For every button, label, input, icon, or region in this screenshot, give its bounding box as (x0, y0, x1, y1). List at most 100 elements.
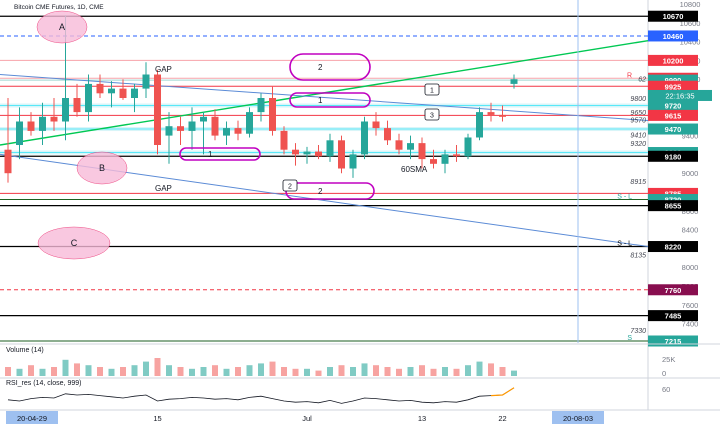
price-level-value: 9720 (665, 102, 682, 111)
support-band (0, 103, 648, 108)
price-level-value: 9925 (665, 82, 682, 91)
time-tick: 15 (153, 414, 161, 423)
level-tag: S (627, 335, 632, 342)
volume-title: Volume (14) (6, 347, 44, 354)
candle (303, 146, 311, 164)
candle (119, 79, 127, 100)
price-axis-bg (648, 0, 720, 425)
rsi-title: RSI_res (14, close, 999) (6, 380, 81, 387)
candle (441, 149, 449, 174)
time-tick: 13 (418, 414, 426, 423)
candle-body (418, 143, 426, 160)
indicator-panes: 25K 0 60 (0, 343, 720, 404)
price-tick: 7400 (682, 320, 699, 329)
circle-marker-label: B (99, 163, 105, 173)
candle-body (430, 159, 437, 164)
candle (188, 107, 196, 150)
price-level-badge (648, 194, 698, 206)
volume-bar (315, 370, 322, 376)
lozenge-label: 2 (318, 187, 323, 196)
candle (96, 74, 104, 99)
candle (85, 74, 92, 122)
candle-body (464, 137, 472, 157)
volume-bar (373, 365, 379, 376)
candle-body (119, 88, 127, 99)
candle-body (142, 74, 150, 89)
candle (39, 102, 46, 146)
candles (4, 15, 518, 183)
candle-body (292, 149, 299, 155)
volume-bar (430, 368, 437, 376)
price-level-value: 9990 (665, 76, 682, 85)
circle-marker-b (76, 151, 128, 185)
lozenge-marker (179, 147, 261, 161)
price-level-badge (648, 241, 698, 253)
candle-body (200, 116, 207, 122)
candle (418, 137, 426, 169)
volume-bar (442, 367, 448, 376)
price-level-value: 10460 (663, 32, 684, 41)
price-level-value: 9470 (665, 125, 682, 134)
price-level-value: 7760 (665, 286, 682, 295)
candle-body (211, 116, 219, 136)
boxed-number (282, 179, 298, 192)
boxed-number-label: 1 (430, 88, 434, 95)
volume-bar (131, 365, 138, 376)
candle (464, 133, 472, 160)
candle-body (234, 128, 242, 134)
candle (177, 116, 184, 146)
candle-body (50, 116, 58, 122)
candle-body (246, 112, 253, 134)
time-tick: 20-04-29 (17, 414, 47, 423)
volume-bar (62, 359, 69, 376)
candle-body (384, 128, 391, 141)
volume-bar (465, 365, 471, 376)
candle-body (131, 88, 138, 99)
level-tag: S - L (617, 241, 632, 248)
price-level-badge (648, 284, 698, 296)
price-level-value: 10670 (663, 12, 684, 21)
candle-body (16, 121, 23, 146)
candle (361, 116, 368, 160)
price-level-badge (648, 109, 698, 121)
candle-body (108, 88, 115, 94)
volume-bar (258, 363, 264, 376)
volume-bar (85, 365, 92, 376)
price-level-lines (0, 15, 648, 342)
price-level-badge (648, 187, 698, 199)
price-tick: 9000 (682, 169, 699, 178)
candle (292, 143, 299, 166)
candle (16, 107, 23, 160)
volume-bar (120, 367, 126, 376)
candle-body (349, 154, 357, 169)
level-tag: S - L (617, 194, 632, 201)
candle (487, 102, 495, 122)
volume-bar (51, 367, 57, 376)
candle-body (154, 74, 161, 146)
level-text: 7330 (630, 328, 646, 335)
price-level-value: 7215 (665, 337, 682, 346)
candle (223, 121, 230, 146)
lozenge-label: 1 (318, 96, 323, 105)
candle-body (269, 98, 276, 131)
volume-bar (97, 367, 103, 376)
candle-body (27, 121, 35, 131)
date-highlight (6, 411, 58, 424)
candle-body (257, 98, 265, 113)
candle (211, 109, 219, 141)
price-level-value: 9180 (665, 152, 682, 161)
volume-bar (488, 363, 494, 376)
candle (280, 126, 288, 155)
lozenge-marker (289, 92, 371, 108)
time-axis: 20-04-29 15 Jul 13 22 20-08-03 (0, 409, 720, 424)
level-tag: R (627, 72, 632, 79)
candle-body (188, 121, 196, 131)
boxed-number (424, 83, 440, 96)
level-text: 62 (638, 76, 646, 83)
volume-bar (499, 367, 506, 376)
candle (510, 74, 518, 89)
volume-bar (143, 361, 149, 376)
price-tick: 8000 (682, 263, 699, 272)
